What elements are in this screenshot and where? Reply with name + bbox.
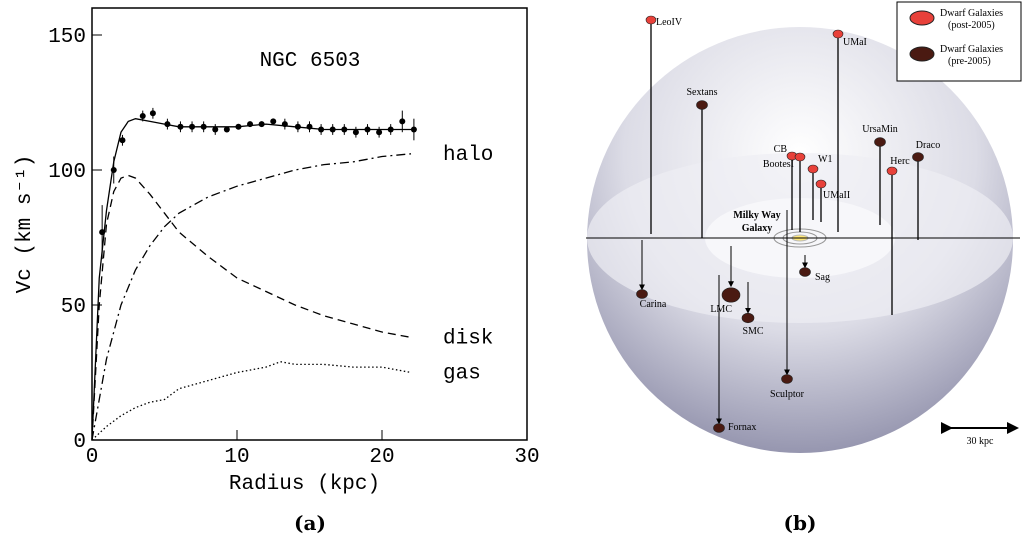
data-point	[149, 110, 156, 117]
y-tick-label: 100	[48, 161, 86, 184]
data-point	[376, 129, 383, 136]
galaxy-marker	[832, 29, 844, 39]
curve-label: gas	[443, 363, 481, 386]
curve	[91, 361, 412, 441]
galaxy-label: UMaII	[823, 190, 850, 201]
galaxy-label: CB	[774, 144, 788, 155]
y-axis-label: Vc (km s⁻¹)	[14, 155, 37, 294]
galaxy-marker	[799, 267, 811, 277]
galaxy-marker	[794, 152, 806, 162]
galaxy-label: Sculptor	[770, 389, 805, 400]
galaxy-label: SMC	[742, 326, 763, 337]
curve	[91, 174, 412, 441]
panel-a: 0 10 20 30 0 50 100 150 Radius (kpc) Vc (km s⁻¹) N…	[14, 7, 540, 535]
galaxy-marker	[807, 164, 819, 174]
galaxy-marker	[781, 374, 793, 384]
galaxy-marker	[645, 15, 657, 25]
panel-label: (a)	[294, 511, 326, 535]
y-tick-label: 150	[48, 26, 86, 49]
legend-label: (post-2005)	[948, 20, 995, 31]
galaxy-marker	[886, 166, 898, 176]
galaxy-marker	[721, 287, 741, 303]
galaxy-marker	[912, 152, 924, 162]
galaxy-label: BootesI	[763, 159, 794, 170]
x-axis-label: Radius (kpc)	[229, 473, 380, 496]
legend-label: Dwarf Galaxies	[940, 44, 1003, 55]
galaxy-marker	[874, 137, 886, 147]
chart-annotation: NGC 6503	[260, 50, 361, 73]
legend-label: Dwarf Galaxies	[940, 8, 1003, 19]
galaxy-label: Draco	[916, 140, 940, 151]
x-tick-label: 10	[224, 446, 249, 469]
x-tick-label: 20	[369, 446, 394, 469]
galaxy-marker	[696, 100, 708, 110]
galaxy-label: W1	[818, 154, 832, 165]
galaxy-label: Sextans	[686, 87, 717, 98]
galaxy-label: UrsaMin	[862, 124, 898, 135]
panel-label: (b)	[784, 511, 817, 535]
data-point	[352, 129, 359, 136]
legend-label: (pre-2005)	[948, 56, 991, 67]
data-point	[399, 118, 406, 125]
galaxy-label: Carina	[640, 299, 667, 310]
center-label: Milky Way	[733, 210, 780, 221]
data-point	[212, 126, 219, 133]
scale-label: 30 kpc	[967, 436, 995, 447]
galaxy-label: LMC	[710, 304, 732, 315]
data-point	[119, 137, 126, 144]
galaxy-label: Fornax	[728, 422, 756, 433]
legend-marker	[909, 46, 935, 62]
curve-label: halo	[443, 144, 493, 167]
galaxy-label: LeoIV	[656, 17, 683, 28]
galaxy-marker	[815, 179, 827, 189]
x-tick-label: 30	[514, 446, 539, 469]
x-tick-label: 0	[86, 446, 99, 469]
galaxy-label: UMaI	[843, 37, 867, 48]
galaxy-marker	[713, 423, 725, 433]
curve-label: disk	[443, 327, 493, 350]
y-tick-label: 0	[73, 431, 86, 454]
curve	[91, 153, 412, 441]
galaxy-marker	[636, 289, 648, 299]
galaxy-marker	[741, 312, 755, 324]
data-point	[270, 118, 277, 125]
data-point	[223, 126, 230, 133]
curve	[91, 118, 411, 441]
center-label: Galaxy	[742, 223, 773, 234]
plot-frame	[91, 7, 528, 441]
data-point	[139, 113, 146, 119]
galaxy-label: Herc	[890, 156, 910, 167]
galaxy-label: Sag	[815, 272, 830, 283]
legend-marker	[909, 10, 935, 26]
y-tick-label: 50	[61, 296, 86, 319]
data-point	[410, 126, 417, 133]
